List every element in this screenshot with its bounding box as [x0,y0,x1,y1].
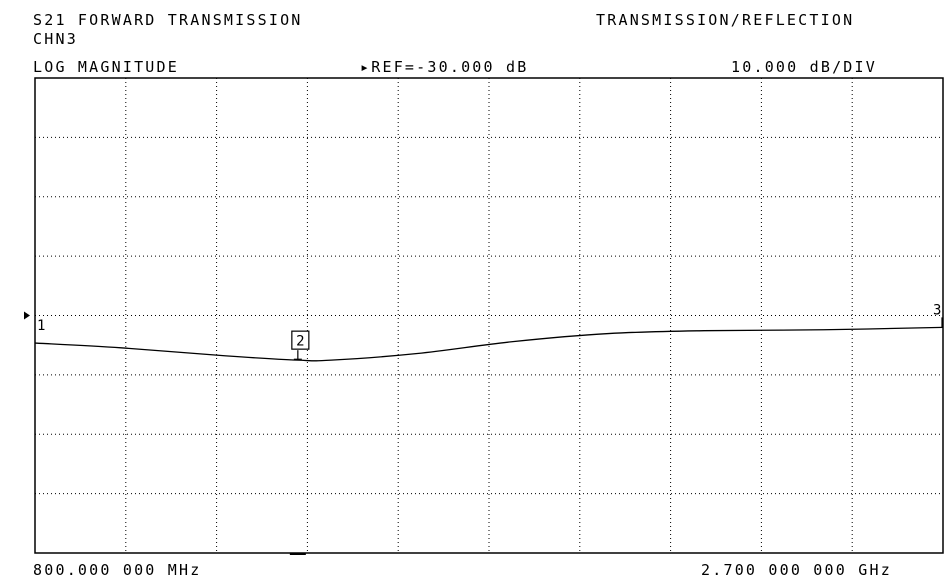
marker-1-label: 1 [37,318,45,334]
marker-2-box [291,330,310,350]
footer-stop-freq: 2.700 000 000 GHz [701,561,892,579]
plot-border [34,77,944,554]
header-format: LOG MAGNITUDE [33,58,179,76]
header-reference: ▸REF=-30.000 dB [360,58,529,76]
trace-line [34,326,944,362]
header-channel: CHN3 [33,30,78,48]
reference-pointer [24,311,30,320]
marker-2-label: 2 [296,334,304,350]
marker-3-label: 3 [933,302,941,318]
footer-start-freq: 800.000 000 MHz [33,561,202,579]
header-measurement: S21 FORWARD TRANSMISSION [33,11,303,29]
header-scale: 10.000 dB/DIV [731,58,877,76]
header-mode: TRANSMISSION/REFLECTION [596,11,855,29]
